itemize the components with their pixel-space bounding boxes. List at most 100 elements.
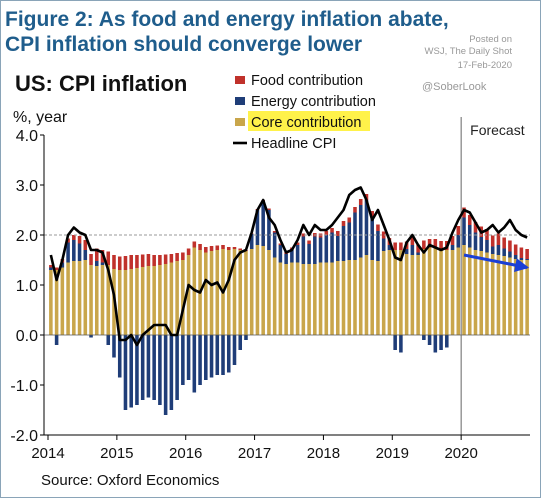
core-bar-2016-09 xyxy=(232,249,237,335)
core-bar-2020-10 xyxy=(513,259,518,335)
energy-bar-2016-09 xyxy=(232,335,237,365)
x-tick-label: 2018 xyxy=(307,445,340,462)
energy-bar-2017-07 xyxy=(290,250,294,263)
energy-bar-2016-02 xyxy=(192,335,197,393)
food-bar-2014-07 xyxy=(83,240,88,250)
core-bar-2019-06 xyxy=(422,249,426,335)
x-tick-label: 2019 xyxy=(376,445,409,462)
energy-bar-2016-01 xyxy=(186,335,191,380)
core-bar-2017-10 xyxy=(307,264,311,335)
core-bar-2016-06 xyxy=(215,250,220,335)
legend-swatch xyxy=(235,76,245,84)
energy-bar-2016-10 xyxy=(238,335,243,350)
core-bar-2020-01 xyxy=(462,245,466,335)
energy-bar-2015-09 xyxy=(163,335,168,415)
core-bar-2019-07 xyxy=(427,247,432,335)
bars-layer xyxy=(49,194,529,415)
core-bar-2018-06 xyxy=(353,260,357,335)
energy-bar-2017-04 xyxy=(272,232,277,258)
energy-bar-2018-10 xyxy=(376,231,380,261)
core-bar-2016-10 xyxy=(238,250,243,335)
core-bar-2016-12 xyxy=(249,249,254,335)
food-bar-2016-05 xyxy=(209,246,214,251)
core-bar-2015-02 xyxy=(123,270,128,335)
food-bar-2017-03 xyxy=(267,208,271,210)
core-bar-2019-01 xyxy=(393,250,397,335)
energy-bar-2017-12 xyxy=(318,237,323,263)
energy-bar-2014-04 xyxy=(66,242,70,263)
food-bar-2014-12 xyxy=(112,255,116,269)
core-bar-2018-12 xyxy=(387,250,392,335)
core-bar-2017-03 xyxy=(267,250,271,335)
energy-bar-2016-08 xyxy=(226,335,231,373)
y-tick-label: -2.0 xyxy=(10,428,38,445)
food-bar-2020-07 xyxy=(496,233,501,245)
headline-cpi-line xyxy=(49,186,528,347)
energy-bar-2017-06 xyxy=(284,254,288,264)
core-bar-2019-05 xyxy=(416,255,420,335)
core-bar-2016-04 xyxy=(204,252,208,335)
energy-bar-2018-07 xyxy=(358,205,363,258)
food-bar-2014-08 xyxy=(89,254,93,265)
core-bar-2014-03 xyxy=(60,267,65,335)
energy-bar-2014-12 xyxy=(112,335,116,358)
energy-bar-2015-04 xyxy=(135,335,139,405)
food-bar-2020-08 xyxy=(502,237,506,249)
food-bar-2015-12 xyxy=(181,252,185,260)
energy-bar-2017-09 xyxy=(301,236,306,264)
energy-bar-2017-10 xyxy=(307,244,311,264)
food-bar-2015-09 xyxy=(163,254,168,264)
y-tick-label: -1.0 xyxy=(10,378,38,395)
food-bar-2015-10 xyxy=(169,254,174,263)
annotation-arrow xyxy=(463,253,530,272)
food-bar-2014-06 xyxy=(77,236,82,244)
core-bar-2015-04 xyxy=(135,268,139,335)
food-bar-2019-07 xyxy=(427,239,432,248)
food-bar-2020-09 xyxy=(508,240,512,252)
energy-bar-2014-02 xyxy=(54,335,59,345)
core-bar-2019-08 xyxy=(433,247,438,335)
energy-bar-2020-02 xyxy=(467,225,472,248)
figure-title-line2: CPI inflation should converge lower xyxy=(5,33,363,56)
posted-on-credit: Posted on xyxy=(469,34,512,45)
energy-bar-2020-11 xyxy=(519,258,524,260)
food-bar-2016-08 xyxy=(226,247,231,250)
core-bar-2018-05 xyxy=(347,260,352,335)
energy-bar-2018-09 xyxy=(370,217,374,260)
energy-bar-2014-11 xyxy=(106,335,111,345)
x-tick-label: 2014 xyxy=(31,445,64,462)
core-bar-2014-07 xyxy=(83,260,88,335)
food-bar-2019-02 xyxy=(399,242,403,250)
food-bar-2020-11 xyxy=(519,247,524,258)
energy-bar-2015-01 xyxy=(117,335,122,378)
core-bar-2014-04 xyxy=(66,262,70,335)
y-tick-label: 0.0 xyxy=(16,328,38,345)
food-bar-2016-09 xyxy=(232,247,237,249)
energy-bar-2018-08 xyxy=(364,200,369,255)
energy-bar-2020-08 xyxy=(502,248,506,256)
energy-bar-2016-11 xyxy=(244,335,248,340)
core-bar-2016-08 xyxy=(226,250,231,335)
energy-bar-2014-10 xyxy=(100,262,105,265)
food-bar-2018-09 xyxy=(370,211,374,218)
energy-bar-2016-06 xyxy=(215,335,220,375)
food-bar-2015-02 xyxy=(123,256,128,270)
energy-bar-2015-06 xyxy=(146,335,151,398)
food-bar-2020-03 xyxy=(473,222,478,233)
core-bar-2014-10 xyxy=(100,265,105,335)
core-bar-2014-11 xyxy=(106,265,111,335)
food-bar-2020-06 xyxy=(490,235,495,247)
energy-bar-2020-01 xyxy=(462,217,466,245)
food-bar-2016-04 xyxy=(204,247,208,253)
food-bar-2017-05 xyxy=(278,243,283,245)
food-bar-2015-08 xyxy=(158,255,162,265)
legend-label: Core contribution xyxy=(251,115,361,131)
core-bar-2017-09 xyxy=(301,264,306,335)
core-bar-2014-05 xyxy=(72,261,76,335)
energy-bar-2019-05 xyxy=(416,252,420,255)
core-bar-2019-09 xyxy=(439,250,443,335)
figure-title-line1: Figure 2: As food and energy inflation a… xyxy=(5,8,449,31)
energy-bar-2018-12 xyxy=(387,245,392,250)
food-bar-2017-09 xyxy=(301,233,306,237)
energy-bar-2014-09 xyxy=(94,261,99,266)
